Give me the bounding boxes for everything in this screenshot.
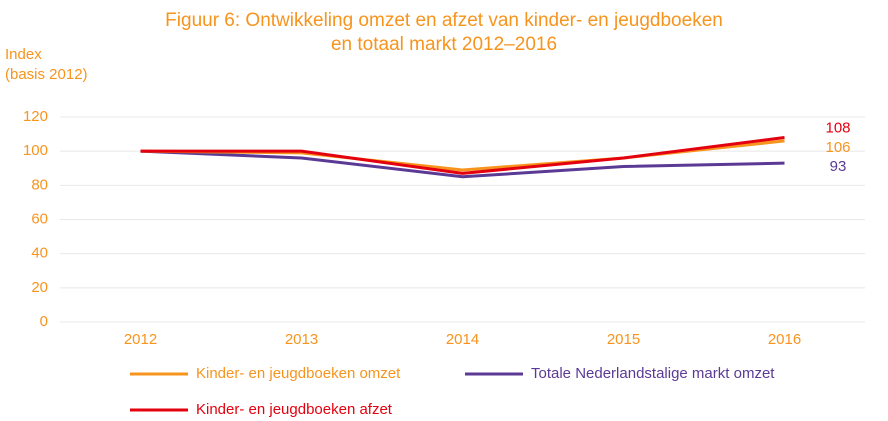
chart-title: Figuur 6: Ontwikkeling omzet en afzet va… [165,10,723,31]
x-tick-label: 2013 [285,331,318,348]
legend-label: Kinder- en jeugdboeken afzet [196,401,393,418]
y-axis-label: (basis 2012) [5,66,88,83]
y-tick-label: 80 [31,176,48,193]
y-tick-label: 40 [31,245,48,262]
x-tick-label: 2012 [124,331,157,348]
data-label: 93 [830,158,847,175]
series-line [140,149,785,179]
x-tick-label: 2016 [768,331,801,348]
y-tick-label: 100 [23,142,48,159]
chart-title: en totaal markt 2012–2016 [331,34,557,55]
y-tick-label: 60 [31,210,48,227]
y-tick-label: 20 [31,279,48,296]
y-tick-label: 120 [23,108,48,125]
data-label: 106 [825,139,850,156]
y-axis-label: Index [5,46,42,63]
y-tick-label: 0 [40,313,48,330]
legend-label: Totale Nederlandstalige markt omzet [531,365,775,382]
x-tick-label: 2014 [446,331,479,348]
x-tick-label: 2015 [607,331,640,348]
series-line [140,136,785,175]
data-label: 108 [825,119,850,136]
legend-label: Kinder- en jeugdboeken omzet [196,365,401,382]
